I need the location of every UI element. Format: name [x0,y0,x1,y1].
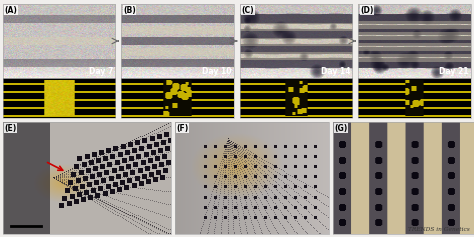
Text: (F): (F) [176,123,189,132]
Bar [3,78,116,118]
Text: Day 21: Day 21 [439,67,469,76]
Text: (A): (A) [4,5,18,14]
Text: (G): (G) [335,123,348,132]
Text: (E): (E) [4,123,17,132]
Text: Day 7: Day 7 [89,67,113,76]
Text: (D): (D) [360,5,374,14]
Bar [3,4,116,78]
Bar [175,122,329,234]
Bar [240,78,353,118]
Bar [121,4,234,78]
Text: (C): (C) [241,5,254,14]
Bar [358,78,471,118]
Bar [3,122,171,234]
Text: TRENDS in Genetics: TRENDS in Genetics [408,227,470,232]
Bar [240,4,353,78]
Text: Day 14: Day 14 [321,67,350,76]
Bar [333,122,474,234]
Bar [121,78,234,118]
Bar [358,4,471,78]
Text: (B): (B) [123,5,136,14]
Text: Day 10: Day 10 [202,67,232,76]
